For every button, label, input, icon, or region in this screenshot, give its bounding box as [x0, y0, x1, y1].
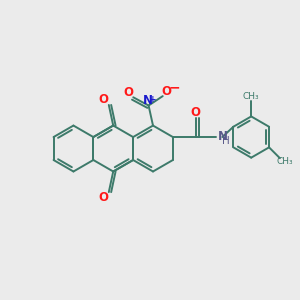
- Text: −: −: [168, 80, 180, 94]
- Text: +: +: [149, 94, 157, 103]
- Text: N: N: [143, 94, 153, 107]
- Text: N: N: [218, 130, 228, 143]
- Text: O: O: [162, 85, 172, 98]
- Text: O: O: [98, 93, 109, 106]
- Text: O: O: [123, 86, 133, 99]
- Text: O: O: [191, 106, 201, 119]
- Text: H: H: [222, 136, 230, 146]
- Text: CH₃: CH₃: [243, 92, 260, 101]
- Text: CH₃: CH₃: [277, 157, 293, 166]
- Text: O: O: [98, 190, 109, 204]
